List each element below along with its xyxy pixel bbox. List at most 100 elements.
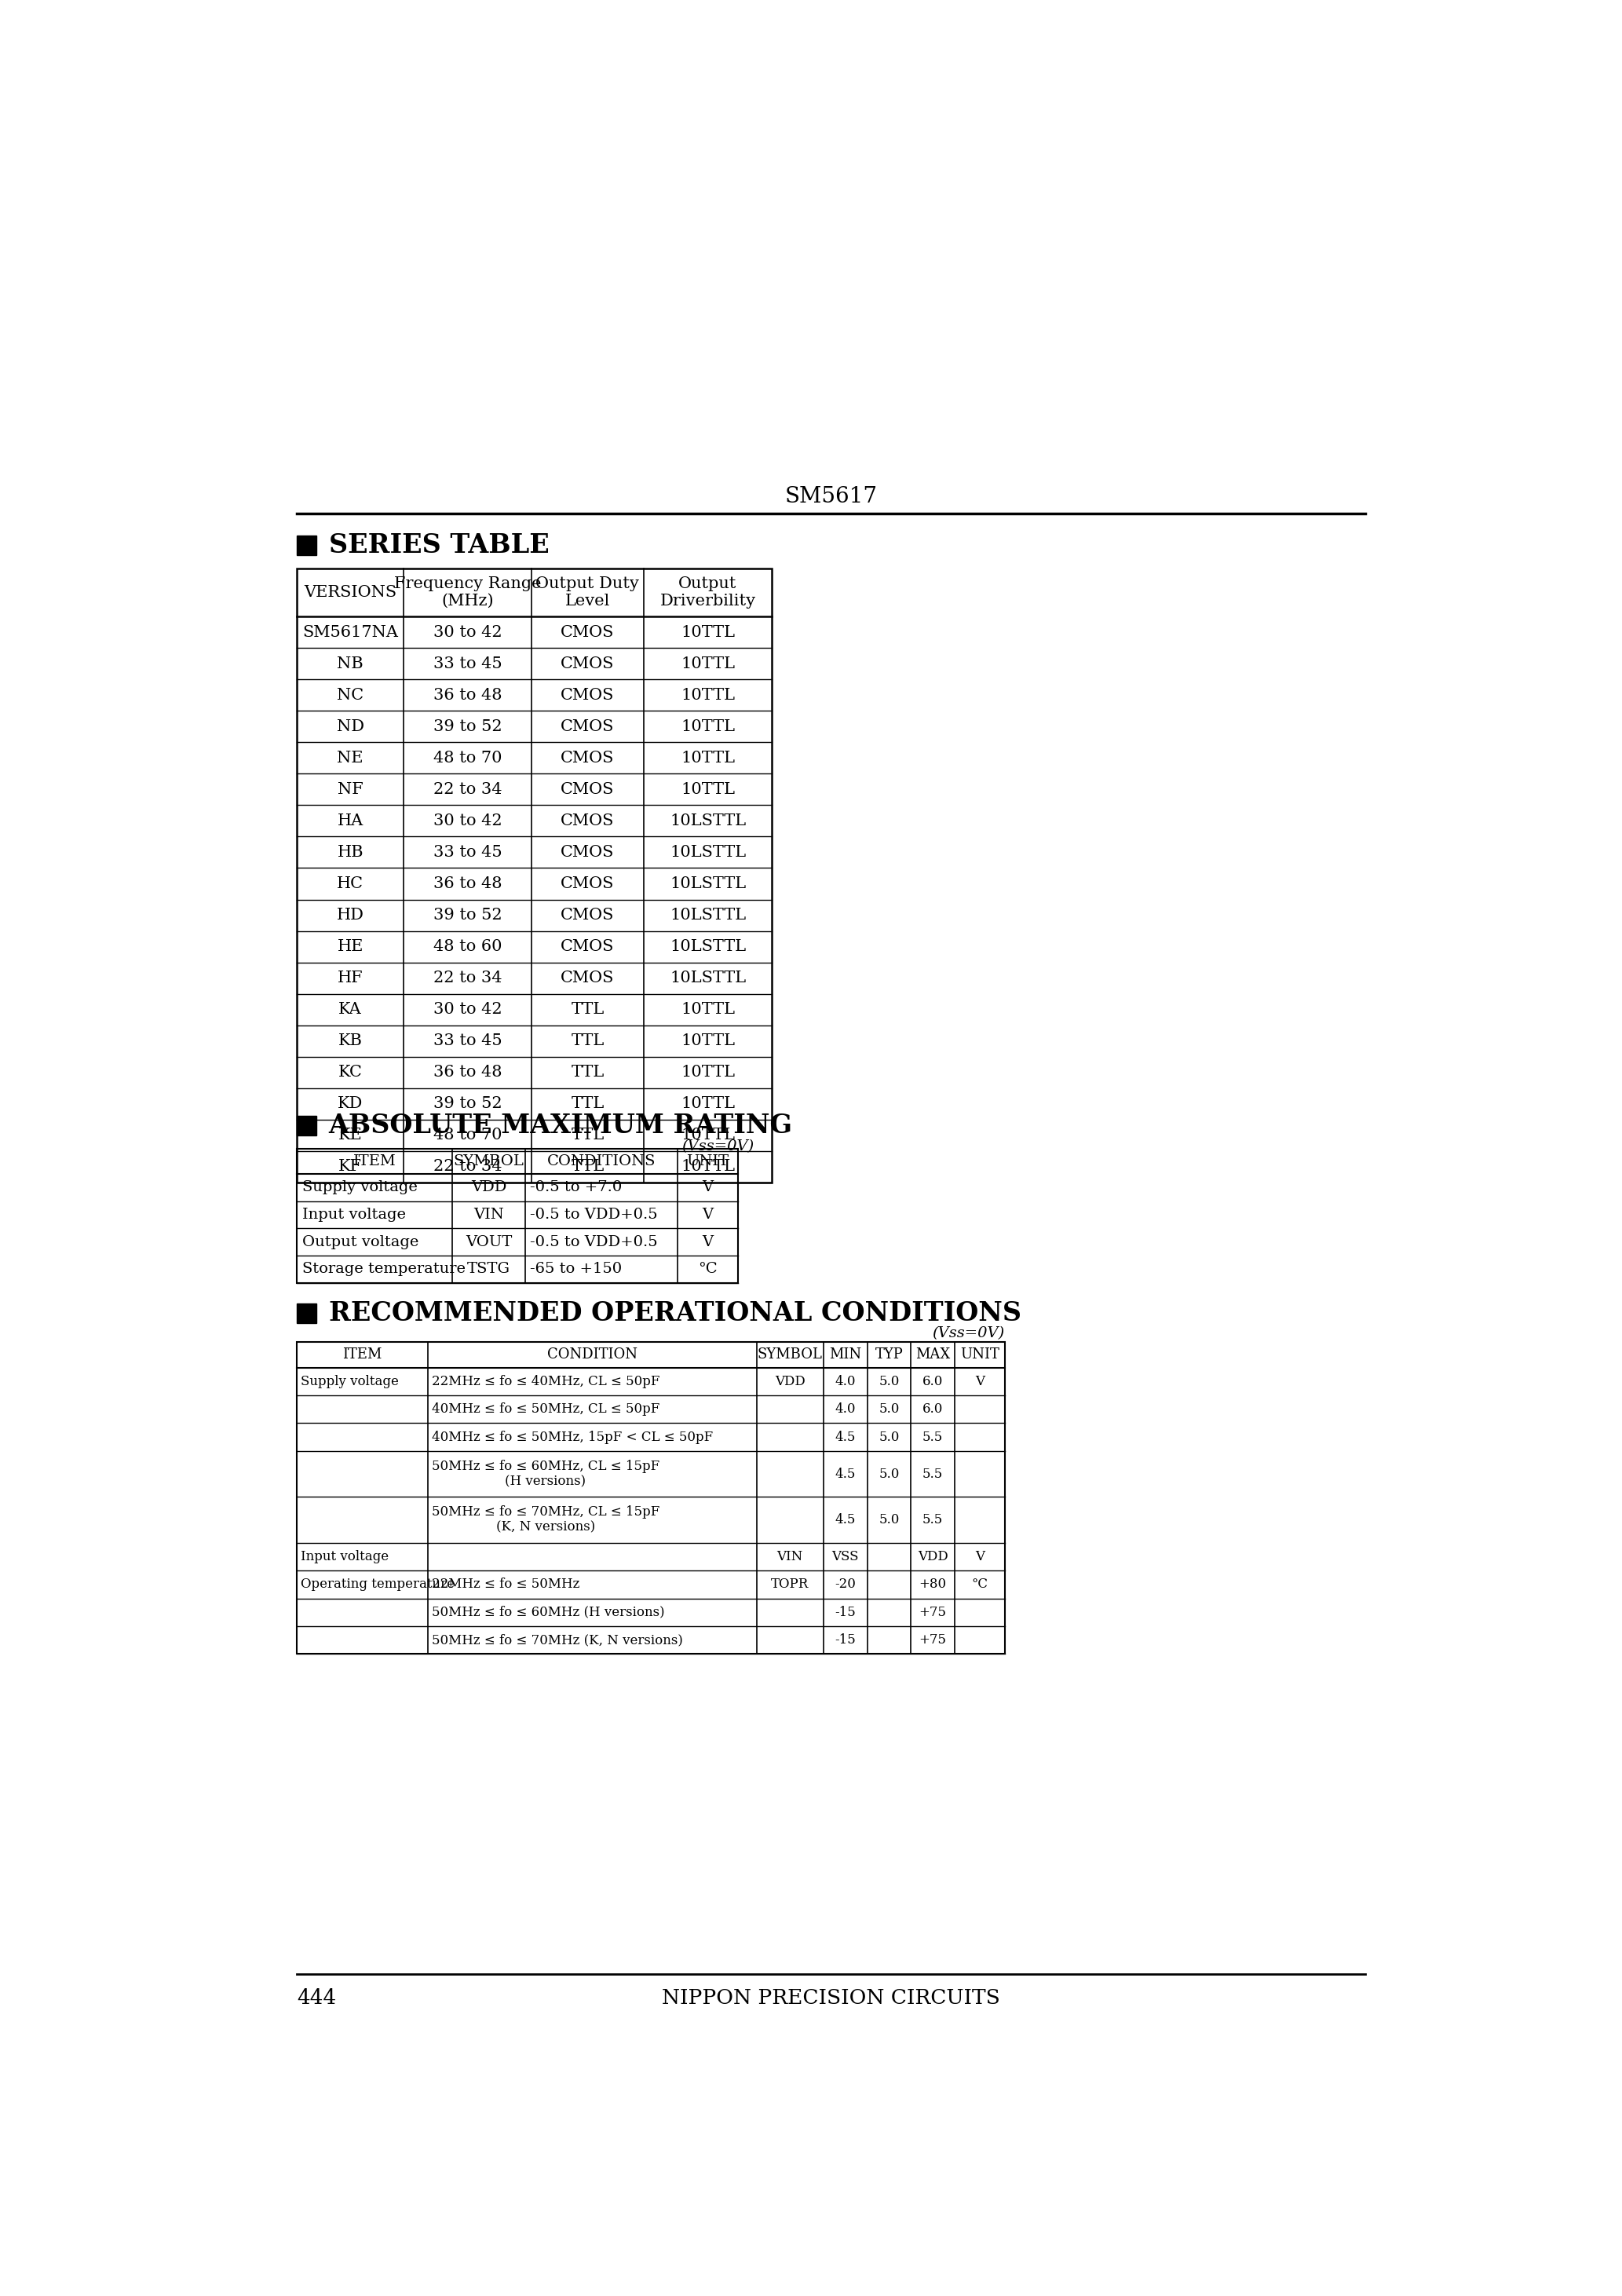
Text: CMOS: CMOS: [561, 939, 615, 955]
Text: V: V: [702, 1180, 714, 1194]
Text: 10TTL: 10TTL: [681, 1065, 735, 1079]
Text: Output
Driverbility: Output Driverbility: [660, 576, 756, 608]
Bar: [297, 535, 316, 556]
Text: 10LSTTL: 10LSTTL: [670, 939, 746, 955]
Text: HE: HE: [337, 939, 363, 955]
Text: TTL: TTL: [571, 1065, 603, 1079]
Text: KA: KA: [339, 1001, 362, 1017]
Text: NC: NC: [337, 689, 363, 703]
Text: ITEM: ITEM: [342, 1348, 383, 1362]
Text: 10TTL: 10TTL: [681, 689, 735, 703]
Text: 5.0: 5.0: [879, 1513, 900, 1527]
Text: -20: -20: [835, 1577, 856, 1591]
Text: 6.0: 6.0: [923, 1403, 944, 1417]
Text: -0.5 to VDD+0.5: -0.5 to VDD+0.5: [530, 1235, 659, 1249]
Text: TSTG: TSTG: [467, 1263, 511, 1277]
Text: V: V: [975, 1550, 985, 1564]
Text: HF: HF: [337, 971, 363, 985]
Text: 10LSTTL: 10LSTTL: [670, 971, 746, 985]
Text: 22MHz ≤ fo ≤ 40MHz, CL ≤ 50pF: 22MHz ≤ fo ≤ 40MHz, CL ≤ 50pF: [431, 1375, 660, 1389]
Text: Storage temperature: Storage temperature: [302, 1263, 466, 1277]
Text: 6.0: 6.0: [923, 1375, 944, 1389]
Text: ABSOLUTE MAXIMUM RATING: ABSOLUTE MAXIMUM RATING: [329, 1114, 793, 1139]
Text: UNIT: UNIT: [686, 1155, 728, 1169]
Text: +80: +80: [920, 1577, 947, 1591]
Text: 10LSTTL: 10LSTTL: [670, 845, 746, 859]
Text: SYMBOL: SYMBOL: [757, 1348, 822, 1362]
Text: 30 to 42: 30 to 42: [433, 813, 501, 829]
Text: VSS: VSS: [832, 1550, 858, 1564]
Bar: [297, 1343, 1004, 1653]
Text: 50MHz ≤ fo ≤ 70MHz, CL ≤ 15pF
(K, N versions): 50MHz ≤ fo ≤ 70MHz, CL ≤ 15pF (K, N vers…: [431, 1506, 660, 1534]
Text: 10TTL: 10TTL: [681, 1033, 735, 1049]
Text: SYMBOL: SYMBOL: [454, 1155, 524, 1169]
Text: 10TTL: 10TTL: [681, 719, 735, 735]
Text: Operating temperature: Operating temperature: [300, 1577, 454, 1591]
Text: 22 to 34: 22 to 34: [433, 971, 501, 985]
Text: MAX: MAX: [915, 1348, 950, 1362]
Text: 22MHz ≤ fo ≤ 50MHz: 22MHz ≤ fo ≤ 50MHz: [431, 1577, 579, 1591]
Text: (Vss=0V): (Vss=0V): [933, 1327, 1004, 1341]
Text: VDD: VDD: [470, 1180, 506, 1194]
Text: SM5617NA: SM5617NA: [302, 625, 397, 641]
Text: 5.0: 5.0: [879, 1467, 900, 1481]
Text: 48 to 60: 48 to 60: [433, 939, 501, 955]
Bar: [297, 1148, 738, 1283]
Text: 22 to 34: 22 to 34: [433, 783, 501, 797]
Text: V: V: [702, 1208, 714, 1221]
Text: TTL: TTL: [571, 1033, 603, 1049]
Text: 444: 444: [297, 1988, 336, 2009]
Text: 4.5: 4.5: [835, 1513, 856, 1527]
Text: 5.5: 5.5: [923, 1467, 942, 1481]
Text: -0.5 to VDD+0.5: -0.5 to VDD+0.5: [530, 1208, 659, 1221]
Text: ITEM: ITEM: [354, 1155, 396, 1169]
Text: 10LSTTL: 10LSTTL: [670, 877, 746, 891]
Text: VIN: VIN: [474, 1208, 504, 1221]
Text: TTL: TTL: [571, 1001, 603, 1017]
Text: 50MHz ≤ fo ≤ 60MHz (H versions): 50MHz ≤ fo ≤ 60MHz (H versions): [431, 1605, 665, 1619]
Text: TTL: TTL: [571, 1159, 603, 1173]
Text: V: V: [975, 1375, 985, 1389]
Text: 5.0: 5.0: [879, 1430, 900, 1444]
Text: 4.5: 4.5: [835, 1467, 856, 1481]
Text: 10LSTTL: 10LSTTL: [670, 907, 746, 923]
Text: 39 to 52: 39 to 52: [433, 907, 501, 923]
Text: +75: +75: [920, 1632, 947, 1646]
Text: CONDITIONS: CONDITIONS: [547, 1155, 655, 1169]
Text: 10TTL: 10TTL: [681, 1127, 735, 1143]
Text: 5.0: 5.0: [879, 1403, 900, 1417]
Text: 30 to 42: 30 to 42: [433, 1001, 501, 1017]
Text: Frequency Range
(MHz): Frequency Range (MHz): [394, 576, 542, 608]
Text: CMOS: CMOS: [561, 877, 615, 891]
Text: HB: HB: [337, 845, 363, 859]
Text: VOUT: VOUT: [466, 1235, 513, 1249]
Text: SM5617: SM5617: [785, 487, 878, 507]
Text: CMOS: CMOS: [561, 657, 615, 670]
Text: 40MHz ≤ fo ≤ 50MHz, 15pF < CL ≤ 50pF: 40MHz ≤ fo ≤ 50MHz, 15pF < CL ≤ 50pF: [431, 1430, 712, 1444]
Text: 22 to 34: 22 to 34: [433, 1159, 501, 1173]
Text: 36 to 48: 36 to 48: [433, 877, 501, 891]
Text: Output voltage: Output voltage: [302, 1235, 418, 1249]
Text: NB: NB: [337, 657, 363, 670]
Text: TYP: TYP: [874, 1348, 903, 1362]
Text: CMOS: CMOS: [561, 845, 615, 859]
Text: °C: °C: [697, 1263, 717, 1277]
Text: KE: KE: [339, 1127, 362, 1143]
Text: 10LSTTL: 10LSTTL: [670, 813, 746, 829]
Text: 10TTL: 10TTL: [681, 1001, 735, 1017]
Text: CMOS: CMOS: [561, 813, 615, 829]
Text: NIPPON PRECISION CIRCUITS: NIPPON PRECISION CIRCUITS: [662, 1988, 1001, 2009]
Text: VIN: VIN: [777, 1550, 803, 1564]
Text: 39 to 52: 39 to 52: [433, 1097, 501, 1111]
Text: 4.0: 4.0: [835, 1375, 856, 1389]
Text: °C: °C: [972, 1577, 988, 1591]
Text: KC: KC: [337, 1065, 362, 1079]
Text: 5.0: 5.0: [879, 1375, 900, 1389]
Text: CMOS: CMOS: [561, 719, 615, 735]
Text: KF: KF: [339, 1159, 362, 1173]
Text: 39 to 52: 39 to 52: [433, 719, 501, 735]
Text: CMOS: CMOS: [561, 783, 615, 797]
Text: 10TTL: 10TTL: [681, 1159, 735, 1173]
Text: VDD: VDD: [918, 1550, 949, 1564]
Text: 50MHz ≤ fo ≤ 60MHz, CL ≤ 15pF
(H versions): 50MHz ≤ fo ≤ 60MHz, CL ≤ 15pF (H version…: [431, 1460, 660, 1488]
